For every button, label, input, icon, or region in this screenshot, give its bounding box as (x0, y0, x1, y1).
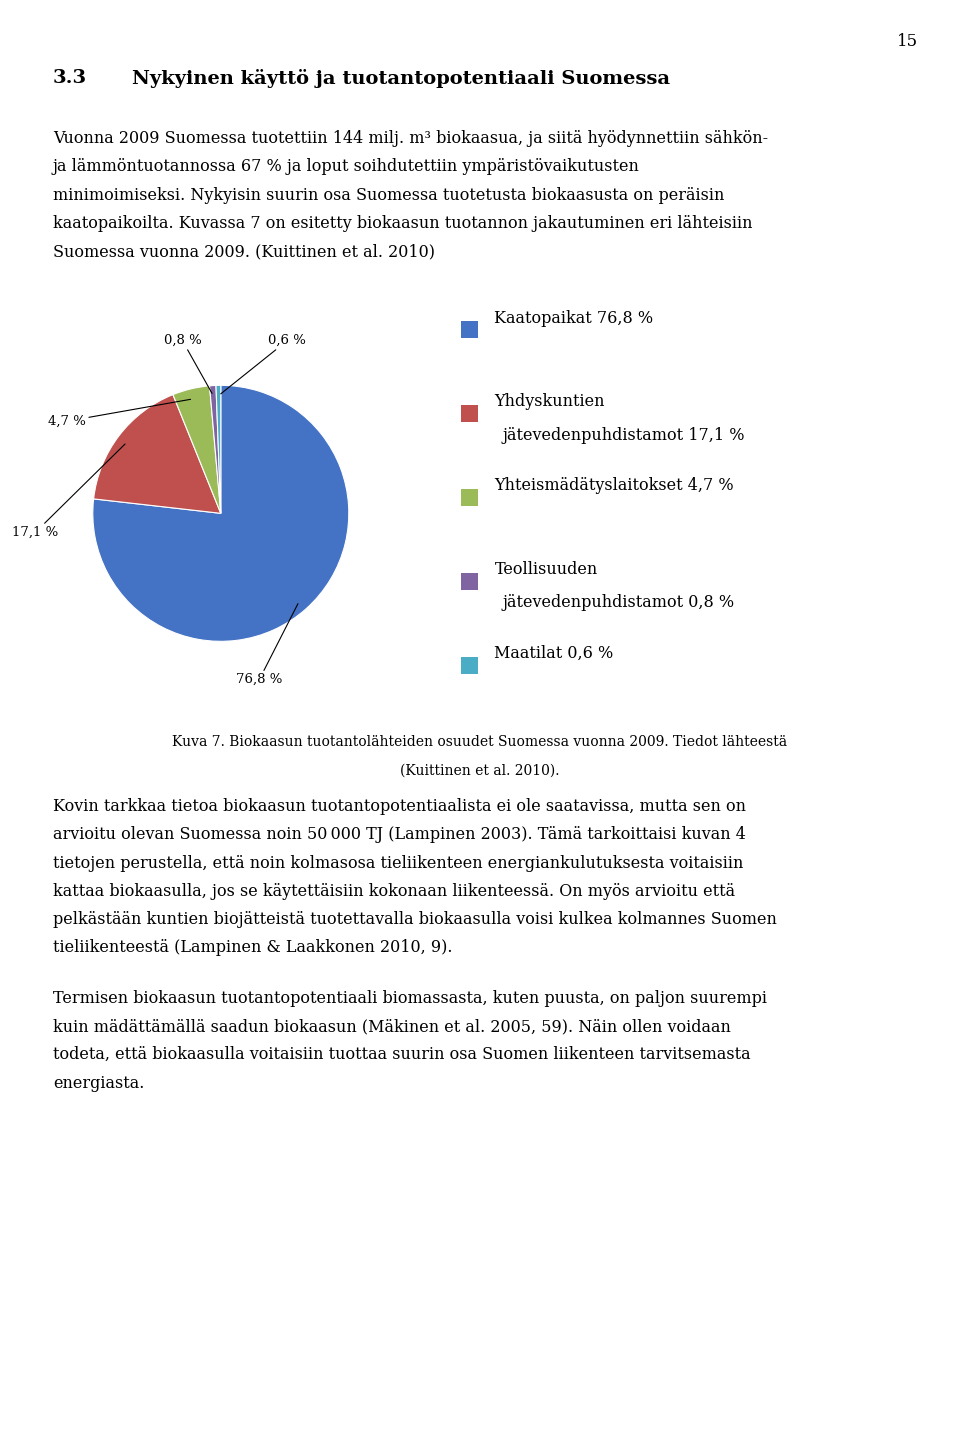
Text: Maatilat 0,6 %: Maatilat 0,6 % (494, 645, 613, 662)
Text: minimoimiseksi. Nykyisin suurin osa Suomessa tuotetusta biokaasusta on peräisin: minimoimiseksi. Nykyisin suurin osa Suom… (53, 187, 724, 204)
Text: Suomessa vuonna 2009. (Kuittinen et al. 2010): Suomessa vuonna 2009. (Kuittinen et al. … (53, 243, 435, 260)
Text: Yhteismädätyslaitokset 4,7 %: Yhteismädätyslaitokset 4,7 % (494, 477, 734, 495)
Text: jätevedenpuhdistamot 0,8 %: jätevedenpuhdistamot 0,8 % (502, 594, 734, 612)
Wedge shape (216, 385, 221, 513)
Wedge shape (209, 386, 221, 513)
Text: jätevedenpuhdistamot 17,1 %: jätevedenpuhdistamot 17,1 % (502, 427, 745, 444)
Text: arvioitu olevan Suomessa noin 50 000 TJ (Lampinen 2003). Tämä tarkoittaisi kuvan: arvioitu olevan Suomessa noin 50 000 TJ … (53, 827, 746, 843)
Text: Kovin tarkkaa tietoa biokaasun tuotantopotentiaalista ei ole saatavissa, mutta s: Kovin tarkkaa tietoa biokaasun tuotantop… (53, 798, 746, 816)
Text: ja lämmöntuotannossa 67 % ja loput soihdutettiin ympäristövaikutusten: ja lämmöntuotannossa 67 % ja loput soihd… (53, 158, 639, 175)
Text: (Kuittinen et al. 2010).: (Kuittinen et al. 2010). (400, 763, 560, 778)
Text: todeta, että biokaasulla voitaisiin tuottaa suurin osa Suomen liikenteen tarvits: todeta, että biokaasulla voitaisiin tuot… (53, 1047, 751, 1063)
Text: pelkästään kuntien biojätteistä tuotettavalla biokaasulla voisi kulkea kolmannes: pelkästään kuntien biojätteistä tuotetta… (53, 911, 777, 928)
Wedge shape (94, 395, 221, 513)
Text: Nykyinen käyttö ja tuotantopotentiaali Suomessa: Nykyinen käyttö ja tuotantopotentiaali S… (132, 69, 670, 88)
Text: Yhdyskuntien: Yhdyskuntien (494, 393, 605, 411)
Text: 15: 15 (897, 33, 918, 51)
Text: Teollisuuden: Teollisuuden (494, 561, 598, 578)
Text: 0,6 %: 0,6 % (221, 334, 306, 393)
Text: kaatopaikoilta. Kuvassa 7 on esitetty biokaasun tuotannon jakautuminen eri lähte: kaatopaikoilta. Kuvassa 7 on esitetty bi… (53, 214, 753, 231)
Text: 3.3: 3.3 (53, 69, 87, 87)
Text: Kaatopaikat 76,8 %: Kaatopaikat 76,8 % (494, 309, 654, 327)
Text: energiasta.: energiasta. (53, 1074, 144, 1092)
Wedge shape (93, 385, 348, 642)
Text: tietojen perustella, että noin kolmasosa tieliikenteen energiankulutuksesta voit: tietojen perustella, että noin kolmasosa… (53, 855, 743, 872)
Text: 0,8 %: 0,8 % (163, 334, 212, 393)
Text: 76,8 %: 76,8 % (236, 603, 298, 687)
Text: kuin mädättämällä saadun biokaasun (Mäkinen et al. 2005, 59). Näin ollen voidaan: kuin mädättämällä saadun biokaasun (Mäki… (53, 1018, 731, 1035)
Wedge shape (173, 386, 221, 513)
Text: kattaa biokaasulla, jos se käytettäisiin kokonaan liikenteessä. On myös arvioitu: kattaa biokaasulla, jos se käytettäisiin… (53, 882, 735, 899)
Text: 17,1 %: 17,1 % (12, 444, 125, 539)
Text: 4,7 %: 4,7 % (48, 399, 191, 428)
Text: Vuonna 2009 Suomessa tuotettiin 144 milj. m³ biokaasua, ja siitä hyödynnettiin s: Vuonna 2009 Suomessa tuotettiin 144 milj… (53, 130, 768, 147)
Text: tieliikenteestä (Lampinen & Laakkonen 2010, 9).: tieliikenteestä (Lampinen & Laakkonen 20… (53, 940, 452, 956)
Text: Kuva 7. Biokaasun tuotantolähteiden osuudet Suomessa vuonna 2009. Tiedot lähtees: Kuva 7. Biokaasun tuotantolähteiden osuu… (173, 735, 787, 749)
Text: Termisen biokaasun tuotantopotentiaali biomassasta, kuten puusta, on paljon suur: Termisen biokaasun tuotantopotentiaali b… (53, 991, 767, 1006)
